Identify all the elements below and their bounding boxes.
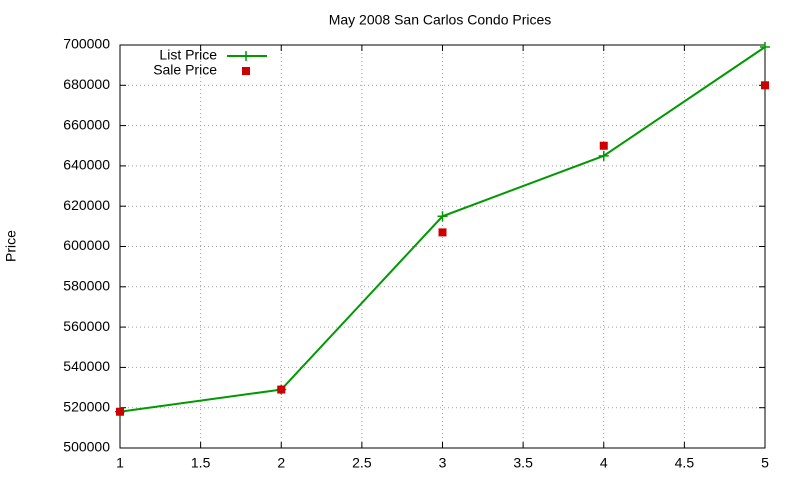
data-point [438, 228, 447, 237]
x-tick-label: 1.5 [191, 455, 211, 471]
y-tick-label: 520000 [63, 398, 110, 414]
y-tick-label: 560000 [63, 318, 110, 334]
data-point [116, 407, 124, 416]
y-tick-label: 580000 [63, 278, 110, 294]
y-axis-label: Price [3, 230, 19, 262]
data-point [760, 42, 770, 53]
y-tick-label: 540000 [63, 358, 110, 374]
y-tick-label: 500000 [63, 439, 110, 455]
x-tick-label: 4.5 [675, 455, 695, 471]
x-tick-label: 5 [761, 455, 769, 471]
x-tick-label: 3 [439, 455, 447, 471]
data-point [277, 385, 286, 394]
data-point [599, 141, 608, 150]
x-tick-label: 1 [116, 455, 124, 471]
legend-marker [242, 67, 250, 75]
chart-title: May 2008 San Carlos Condo Prices [329, 12, 552, 28]
y-tick-label: 640000 [63, 157, 110, 173]
data-point [437, 211, 448, 222]
y-tick-label: 600000 [63, 237, 110, 253]
y-tick-label: 680000 [63, 76, 110, 92]
legend-label: Sale Price [153, 62, 217, 78]
legend-marker [241, 51, 251, 61]
x-tick-label: 2.5 [352, 455, 372, 471]
x-tick-label: 2 [277, 455, 285, 471]
data-point [761, 81, 769, 90]
y-tick-label: 700000 [63, 36, 110, 52]
x-tick-label: 3.5 [513, 455, 533, 471]
y-tick-label: 660000 [63, 116, 110, 132]
legend-label: List Price [159, 47, 217, 63]
x-tick-label: 4 [600, 455, 608, 471]
y-tick-label: 620000 [63, 197, 110, 213]
data-point [598, 150, 609, 161]
plot-frame [119, 44, 766, 449]
